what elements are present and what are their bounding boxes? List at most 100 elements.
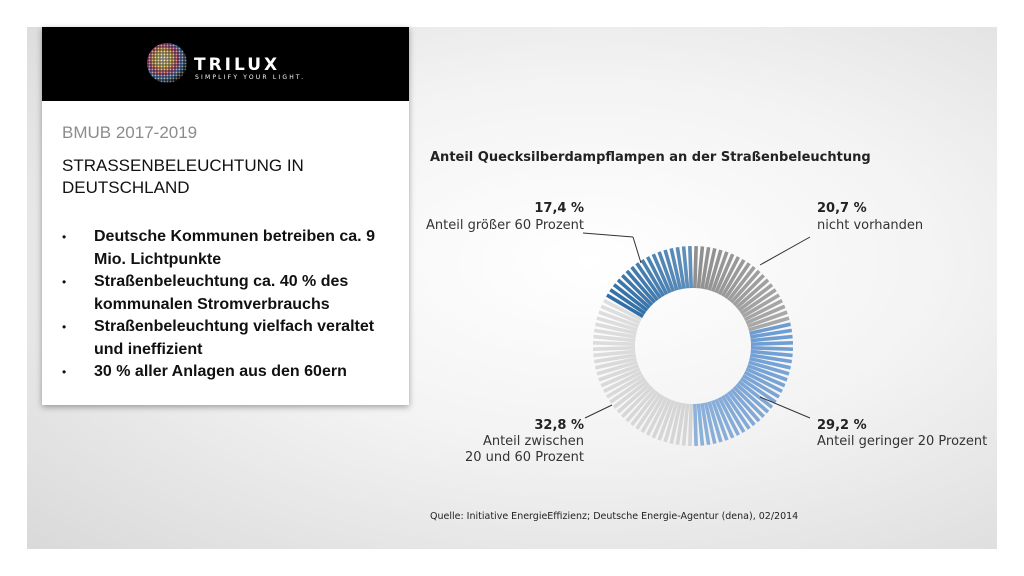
donut-tick <box>630 265 659 302</box>
donut-tick <box>714 253 735 294</box>
donut-tick <box>621 385 654 418</box>
leader-line <box>584 404 613 419</box>
donut-tick <box>700 403 711 446</box>
donut-tick <box>748 360 790 376</box>
donut-tick <box>596 360 638 376</box>
leader-line <box>582 232 634 238</box>
donut-tick <box>612 380 649 409</box>
donut-tick <box>592 346 636 351</box>
donut-tick <box>745 304 786 325</box>
donut-tick <box>600 367 641 388</box>
donut-tick <box>640 259 666 297</box>
donut-tick <box>621 274 654 307</box>
label-name: Anteil geringer 20 Prozent <box>817 434 987 449</box>
donut-tick <box>735 278 770 309</box>
trilux-ball-icon <box>147 43 187 83</box>
donut-tick <box>645 396 669 436</box>
donut-tick <box>675 246 686 289</box>
label-value: 17,4 % <box>534 201 584 216</box>
bullet-item: Straßenbeleuchtung vielfach veraltet und… <box>62 316 407 361</box>
donut-tick <box>749 322 791 336</box>
donut-tick <box>593 349 636 358</box>
donut-tick <box>720 395 746 433</box>
donut-tick <box>746 363 788 382</box>
label-name: Anteil größer 60 Prozent <box>426 218 584 233</box>
donut-tick <box>710 399 729 441</box>
donut-tick <box>693 403 698 447</box>
bullet-item: 30 % aller Anlagen aus den 60ern <box>62 361 407 384</box>
donut-tick <box>593 334 636 343</box>
donut-tick <box>645 256 669 296</box>
donut-tick <box>732 274 765 307</box>
donut-ticks <box>592 245 794 447</box>
info-panel: TRILUX SIMPLIFY YOUR LIGHT. BMUB 2017-20… <box>42 27 409 405</box>
donut-tick <box>592 341 636 346</box>
donut-tick <box>598 363 640 382</box>
logo-bar: TRILUX SIMPLIFY YOUR LIGHT. <box>42 27 409 101</box>
donut-tick <box>735 383 770 414</box>
donut-tick <box>663 401 679 443</box>
donut-tick <box>703 402 717 444</box>
donut-tick <box>593 353 636 364</box>
donut-tick <box>635 392 662 430</box>
donut-tick <box>609 377 647 404</box>
donut-tick <box>675 403 686 446</box>
donut-tick <box>739 288 777 315</box>
donut-tick <box>657 251 676 293</box>
donut-tick <box>737 283 774 312</box>
donut-tick <box>749 356 791 370</box>
donut-tick <box>669 248 683 290</box>
donut-tick <box>593 328 636 339</box>
donut-tick <box>724 262 751 300</box>
bullet-item: Deutsche Kommunen betreiben ca. 9 Mio. L… <box>62 226 407 271</box>
donut-tick <box>717 256 741 296</box>
label-value: 32,8 % <box>534 418 584 433</box>
donut-tick <box>651 253 672 294</box>
donut-tick <box>700 246 711 289</box>
chart-title: Anteil Quecksilberdampflampen an der Str… <box>430 150 871 165</box>
donut-tick <box>703 248 717 290</box>
donut-tick <box>657 399 676 441</box>
donut-tick <box>727 390 756 427</box>
donut-tick <box>640 395 666 433</box>
donut-tick <box>635 262 662 300</box>
donut-tick <box>616 383 651 414</box>
donut-tick <box>681 403 690 446</box>
logo-tagline: SIMPLIFY YOUR LIGHT. <box>195 74 306 81</box>
donut-tick <box>720 259 746 297</box>
donut-tick <box>745 367 786 388</box>
donut-tick <box>688 403 693 447</box>
donut-tick <box>732 385 765 418</box>
label-name: Anteil zwischen 20 und 60 Prozent <box>465 434 584 465</box>
donut-tick <box>609 288 647 315</box>
bullet-item: Straßenbeleuchtung ca. 40 % des kommunal… <box>62 271 407 316</box>
logo-brand: TRILUX <box>194 55 281 75</box>
donut-tick <box>612 283 649 312</box>
donut-tick <box>742 373 780 399</box>
donut-tick <box>730 388 761 423</box>
chart-source: Quelle: Initiative EnergieEffizienz; Deu… <box>430 511 798 522</box>
donut-tick <box>625 388 656 423</box>
donut-tick <box>693 245 698 289</box>
donut-tick <box>696 246 705 289</box>
donut-tick <box>595 356 637 370</box>
donut-tick <box>688 245 693 289</box>
donut-tick <box>750 328 793 339</box>
donut-tick <box>748 316 790 332</box>
leader-line <box>632 236 642 264</box>
donut-tick <box>625 269 656 304</box>
donut-tick <box>750 349 793 358</box>
donut-tick <box>724 392 751 430</box>
donut-tick <box>750 341 794 346</box>
donut-tick <box>663 249 679 291</box>
donut-tick <box>750 346 794 351</box>
donut-tick <box>596 316 638 332</box>
donut-tick <box>707 401 723 443</box>
donut-tick <box>598 310 640 329</box>
donut-tick <box>746 310 788 329</box>
leader-line <box>759 396 811 419</box>
donut-tick <box>710 251 729 293</box>
donut-tick <box>707 249 723 291</box>
donut-tick <box>603 370 643 394</box>
